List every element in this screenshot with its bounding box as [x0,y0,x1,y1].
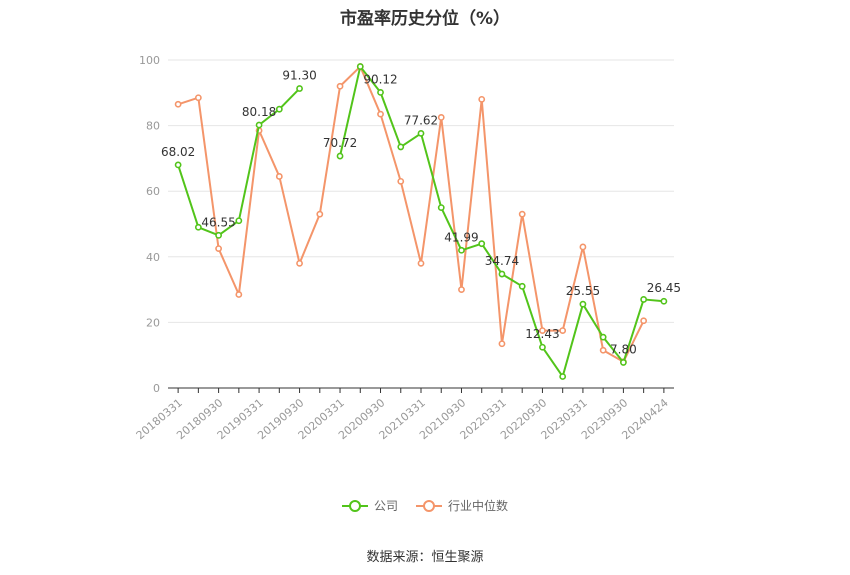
data-point-company [255,121,263,129]
data-point-industry-median [377,110,384,118]
data-point-company [377,89,384,96]
legend-item-industry-median[interactable]: 行业中位数 [416,497,508,514]
data-point-company [397,143,405,151]
data-point-industry-median [539,327,546,334]
data-label-company: 26.45 [647,281,681,295]
data-point-industry-median [599,346,607,354]
data-point-company [539,343,546,351]
data-point-company [437,204,445,211]
data-label-company: 12.43 [525,327,559,341]
data-point-company [559,373,567,380]
y-tick-label: 20 [146,316,160,329]
data-point-company [579,300,587,308]
y-tick-label: 100 [139,54,160,67]
data-point-industry-median [559,327,567,334]
data-point-company [235,217,243,225]
data-point-industry-median [336,82,344,90]
data-label-company: 46.55 [201,215,235,229]
series-line-industry-median [177,65,645,363]
data-point-company [660,297,668,305]
data-point-company [215,231,222,239]
legend-label-company: 公司 [373,499,398,513]
data-point-industry-median [478,95,486,103]
data-point-industry-median [417,259,425,267]
data-point-industry-median [397,177,405,185]
data-point-industry-median [215,245,222,252]
data-label-company: 7.80 [610,342,637,356]
data-point-company [620,359,627,366]
data-point-company [640,296,648,303]
data-label-company: 25.55 [566,284,600,298]
data-point-company [275,105,283,113]
y-tick-label: 60 [146,185,160,198]
data-label-company: 70.72 [323,136,357,150]
data-point-company [417,130,425,137]
data-point-industry-median [640,317,648,325]
data-label-company: 68.02 [161,145,195,159]
data-point-industry-median [579,243,587,251]
data-point-industry-median [194,94,202,102]
data-point-company [458,246,465,254]
legend-swatch-company [341,499,368,513]
chart-title: 市盈率历史分位（%） [339,9,511,29]
data-label-company: 34.74 [485,254,519,268]
data-label-company: 77.62 [404,113,438,127]
data-label-company: 90.12 [363,72,397,86]
legend: 公司 行业中位数 [0,497,850,514]
data-point-company [356,63,364,70]
y-tick-label: 40 [146,251,160,264]
data-label-company: 91.30 [282,69,316,83]
y-tick-label: 0 [153,382,160,395]
data-point-company [194,223,202,231]
data-point-company [174,161,182,169]
data-point-company [336,152,344,160]
data-point-company [518,282,526,290]
data-point-industry-median [458,286,465,293]
y-tick-label: 80 [146,120,160,133]
data-label-company: 80.18 [242,105,276,119]
data-point-company [498,270,506,278]
legend-item-company[interactable]: 公司 [341,497,398,514]
data-point-industry-median [437,114,445,121]
data-point-industry-median [235,291,243,298]
data-point-company [478,240,486,248]
data-point-company [599,333,607,341]
data-label-company: 41.99 [444,230,478,244]
data-point-industry-median [498,340,506,348]
data-point-industry-median [275,173,283,180]
legend-swatch-industry-median [416,499,442,513]
data-point-industry-median [296,259,303,267]
data-point-industry-median [316,210,324,218]
data-point-industry-median [518,210,526,218]
data-point-company [296,85,303,92]
source-note: 数据来源：恒生聚源 [366,550,484,565]
data-point-industry-median [174,100,182,108]
legend-label-industry-median: 行业中位数 [448,499,509,513]
